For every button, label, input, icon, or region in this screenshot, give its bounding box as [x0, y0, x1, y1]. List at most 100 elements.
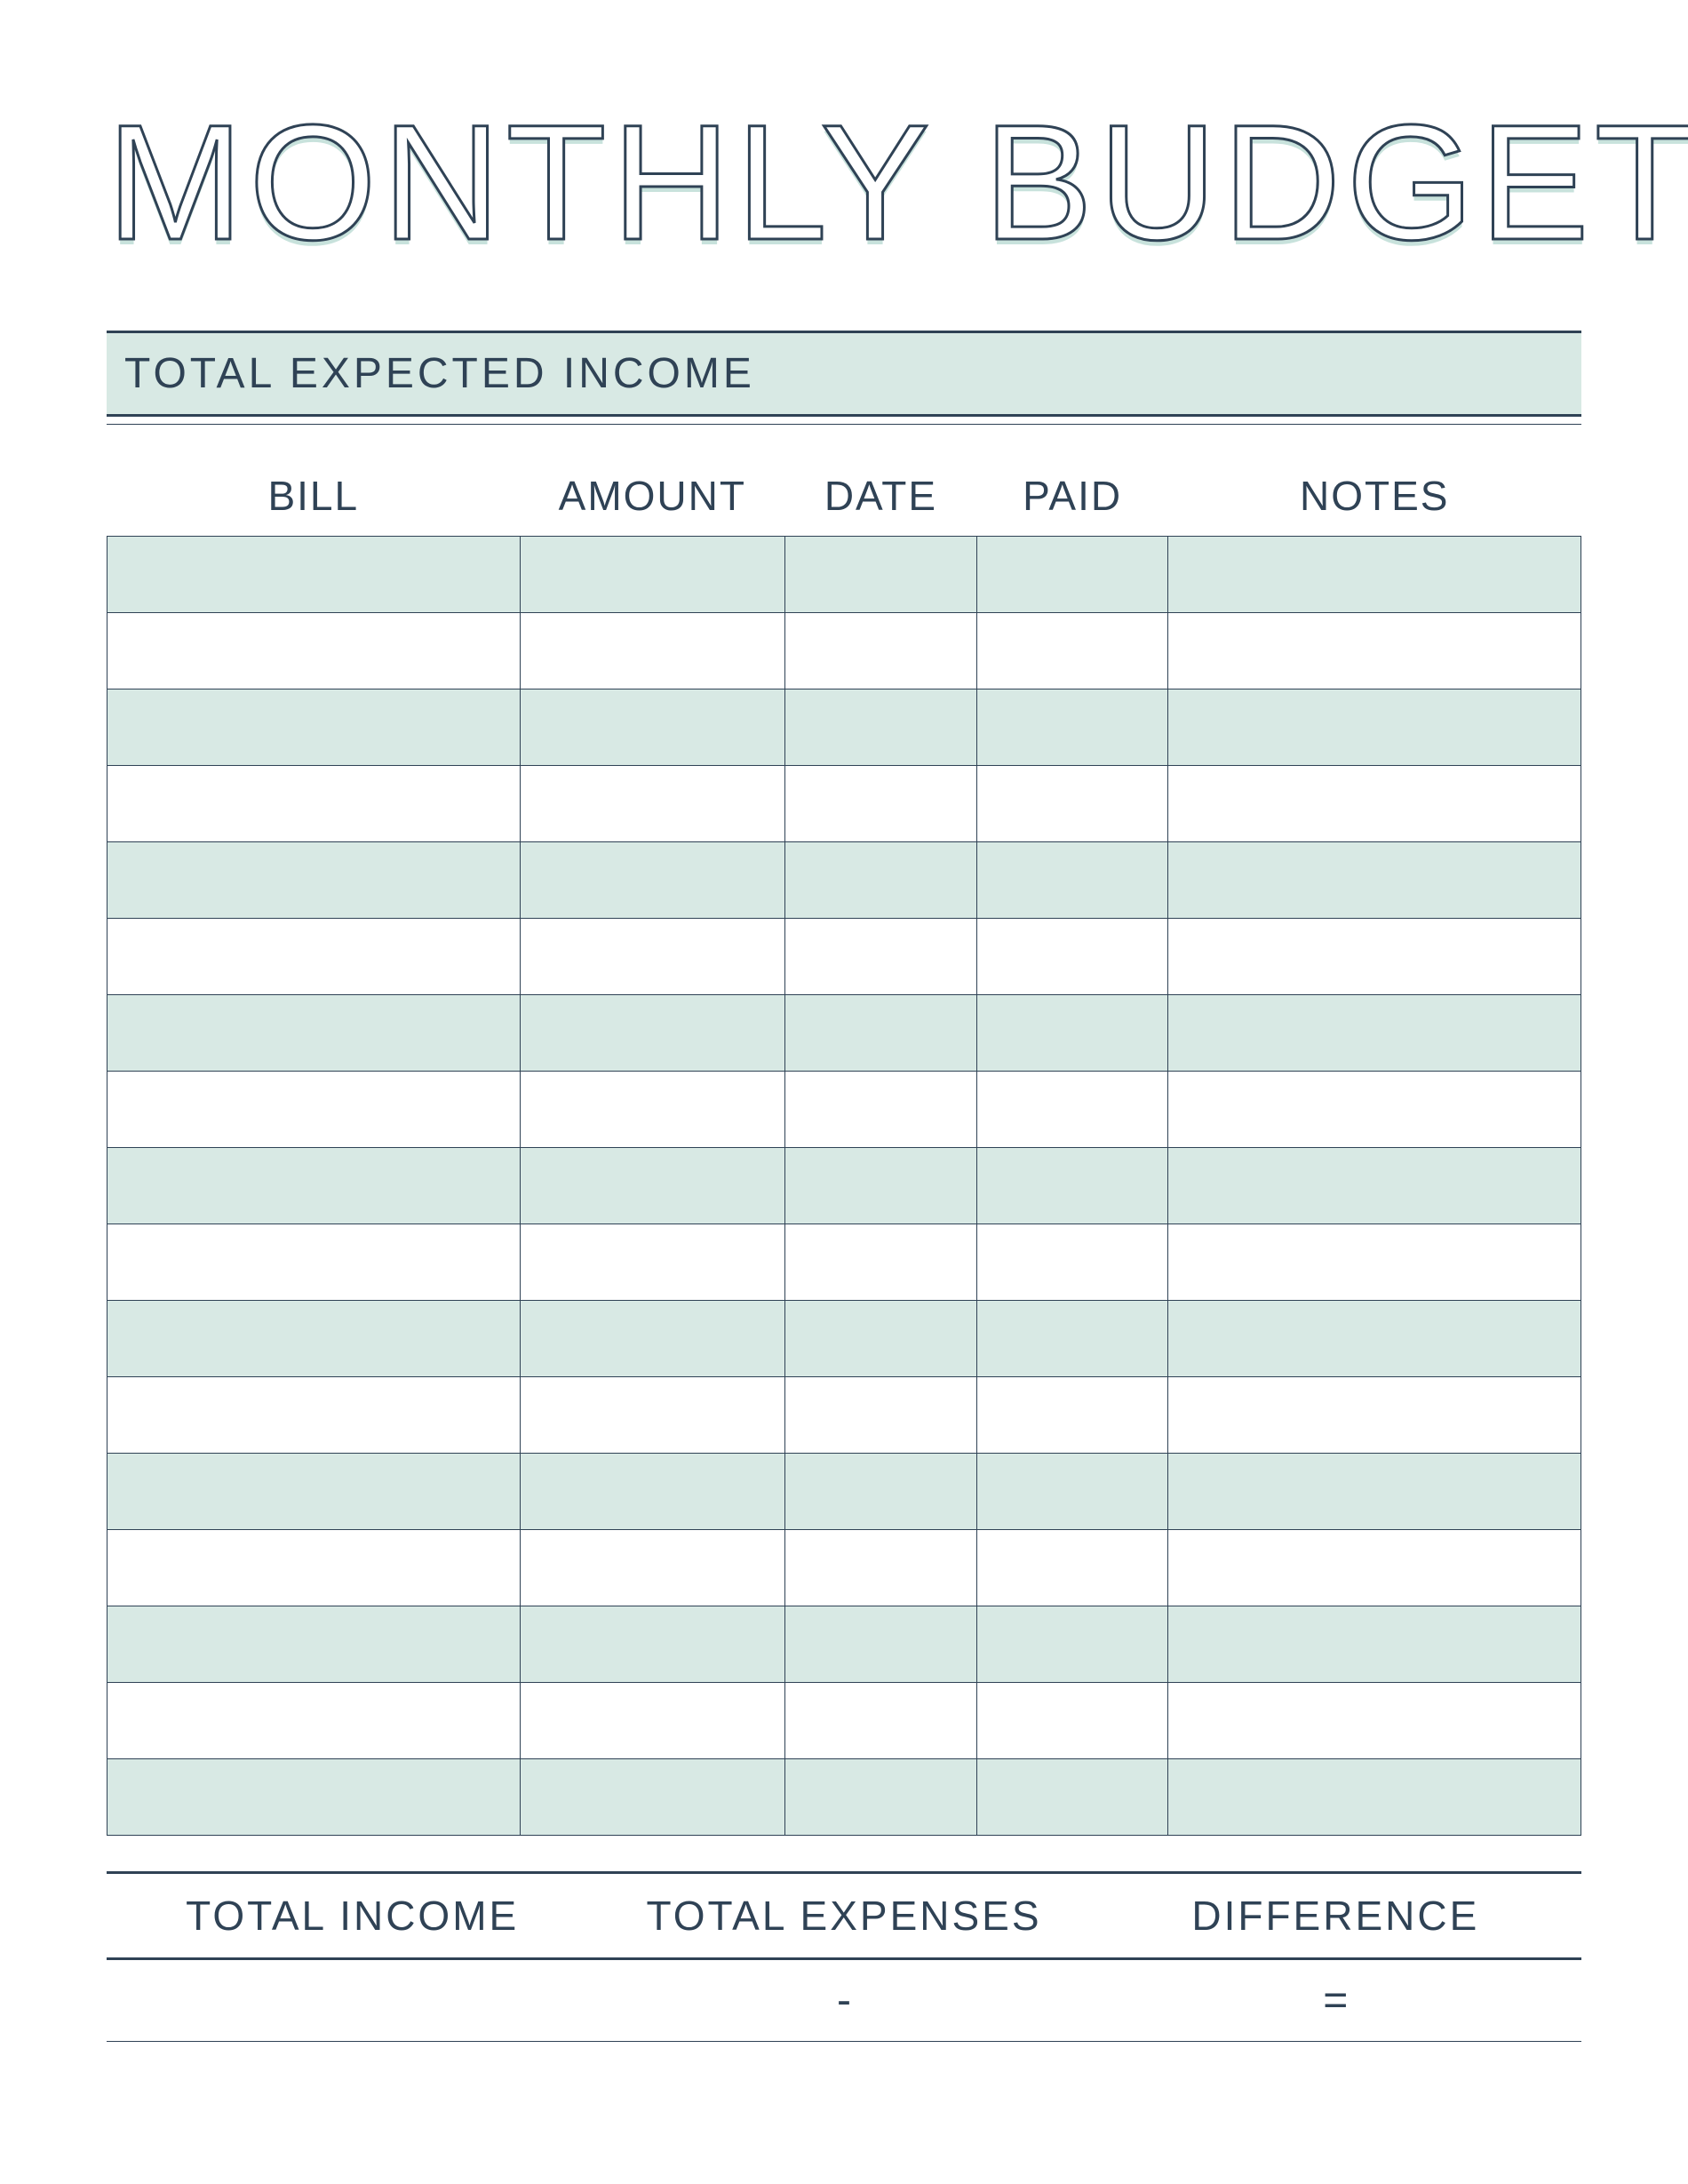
table-cell[interactable]	[976, 1606, 1168, 1683]
table-cell[interactable]	[520, 1224, 785, 1301]
expected-income-bar: TOTAL EXPECTED INCOME	[107, 331, 1581, 417]
table-row	[107, 613, 1581, 689]
table-cell[interactable]	[520, 1606, 785, 1683]
table-cell[interactable]	[976, 1148, 1168, 1224]
table-cell[interactable]	[520, 1377, 785, 1454]
table-cell[interactable]	[107, 689, 521, 766]
table-cell[interactable]	[520, 1530, 785, 1606]
table-cell[interactable]	[107, 1148, 521, 1224]
table-cell[interactable]	[107, 1606, 521, 1683]
table-cell[interactable]	[107, 1072, 521, 1148]
budget-table: BILL AMOUNT DATE PAID NOTES	[107, 456, 1581, 1836]
table-cell[interactable]	[976, 842, 1168, 919]
table-cell[interactable]	[520, 1683, 785, 1759]
table-cell[interactable]	[107, 1683, 521, 1759]
table-cell[interactable]	[1168, 613, 1581, 689]
table-cell[interactable]	[1168, 537, 1581, 613]
table-cell[interactable]	[520, 919, 785, 995]
table-cell[interactable]	[976, 766, 1168, 842]
table-cell[interactable]	[785, 613, 977, 689]
table-cell[interactable]	[785, 1072, 977, 1148]
table-row	[107, 1072, 1581, 1148]
table-cell[interactable]	[785, 1759, 977, 1836]
table-cell[interactable]	[520, 537, 785, 613]
table-cell[interactable]	[1168, 1377, 1581, 1454]
table-cell[interactable]	[785, 842, 977, 919]
table-cell[interactable]	[785, 1530, 977, 1606]
table-cell[interactable]	[976, 1377, 1168, 1454]
table-cell[interactable]	[1168, 1148, 1581, 1224]
table-cell[interactable]	[976, 1530, 1168, 1606]
table-cell[interactable]	[976, 613, 1168, 689]
col-header-date: DATE	[785, 456, 977, 537]
table-cell[interactable]	[976, 919, 1168, 995]
table-cell[interactable]	[520, 766, 785, 842]
table-cell[interactable]	[976, 689, 1168, 766]
table-cell[interactable]	[520, 995, 785, 1072]
table-cell[interactable]	[785, 1148, 977, 1224]
table-cell[interactable]	[976, 1683, 1168, 1759]
table-cell[interactable]	[976, 1759, 1168, 1836]
table-cell[interactable]	[520, 613, 785, 689]
table-cell[interactable]	[1168, 1683, 1581, 1759]
table-cell[interactable]	[107, 1759, 521, 1836]
table-cell[interactable]	[520, 842, 785, 919]
table-cell[interactable]	[976, 1224, 1168, 1301]
table-cell[interactable]	[520, 1072, 785, 1148]
table-cell[interactable]	[520, 1148, 785, 1224]
table-cell[interactable]	[107, 613, 521, 689]
table-cell[interactable]	[520, 1301, 785, 1377]
table-cell[interactable]	[107, 537, 521, 613]
table-cell[interactable]	[1168, 842, 1581, 919]
table-cell[interactable]	[785, 1454, 977, 1530]
table-cell[interactable]	[1168, 1301, 1581, 1377]
table-cell[interactable]	[1168, 766, 1581, 842]
table-cell[interactable]	[520, 689, 785, 766]
table-cell[interactable]	[107, 1377, 521, 1454]
table-cell[interactable]	[107, 1301, 521, 1377]
table-cell[interactable]	[785, 689, 977, 766]
table-cell[interactable]	[107, 1454, 521, 1530]
table-row	[107, 1683, 1581, 1759]
table-cell[interactable]	[1168, 1072, 1581, 1148]
table-cell[interactable]	[107, 766, 521, 842]
table-row	[107, 689, 1581, 766]
table-cell[interactable]	[107, 1530, 521, 1606]
table-row	[107, 919, 1581, 995]
table-row	[107, 1606, 1581, 1683]
table-cell[interactable]	[1168, 1454, 1581, 1530]
table-cell[interactable]	[1168, 1759, 1581, 1836]
table-cell[interactable]	[107, 919, 521, 995]
table-cell[interactable]	[785, 1301, 977, 1377]
table-cell[interactable]	[785, 1606, 977, 1683]
table-cell[interactable]	[1168, 995, 1581, 1072]
table-cell[interactable]	[107, 1224, 521, 1301]
table-cell[interactable]	[107, 842, 521, 919]
table-cell[interactable]	[976, 1072, 1168, 1148]
table-cell[interactable]	[785, 995, 977, 1072]
table-cell[interactable]	[1168, 919, 1581, 995]
table-cell[interactable]	[785, 537, 977, 613]
table-cell[interactable]	[976, 1301, 1168, 1377]
table-cell[interactable]	[1168, 1224, 1581, 1301]
table-cell[interactable]	[785, 1224, 977, 1301]
table-row	[107, 1759, 1581, 1836]
minus-operator: -	[598, 1976, 1089, 2025]
table-cell[interactable]	[976, 995, 1168, 1072]
table-row	[107, 1148, 1581, 1224]
table-cell[interactable]	[785, 1683, 977, 1759]
expected-income-label: TOTAL EXPECTED INCOME	[124, 350, 755, 397]
totals-row: TOTAL INCOME TOTAL EXPENSES DIFFERENCE	[107, 1871, 1581, 1960]
table-cell[interactable]	[785, 1377, 977, 1454]
table-cell[interactable]	[1168, 1606, 1581, 1683]
table-cell[interactable]	[107, 995, 521, 1072]
table-cell[interactable]	[785, 766, 977, 842]
table-cell[interactable]	[520, 1759, 785, 1836]
table-cell[interactable]	[1168, 689, 1581, 766]
table-cell[interactable]	[520, 1454, 785, 1530]
col-header-paid: PAID	[976, 456, 1168, 537]
table-cell[interactable]	[976, 1454, 1168, 1530]
table-cell[interactable]	[976, 537, 1168, 613]
table-cell[interactable]	[785, 919, 977, 995]
table-cell[interactable]	[1168, 1530, 1581, 1606]
